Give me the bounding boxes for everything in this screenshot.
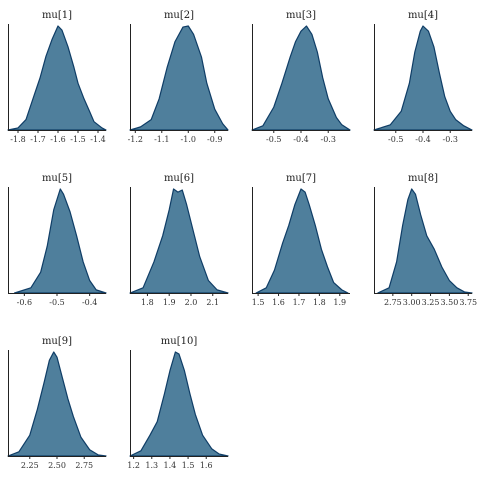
panel-2: mu[2] -1.2 -1.1 -1.0 -0.9	[128, 10, 229, 144]
x-tick-label: 1.7	[293, 298, 306, 307]
density-area	[129, 351, 229, 457]
x-tick-label: 2.25	[21, 461, 39, 470]
panel-title: mu[3]	[286, 10, 316, 21]
x-tick-label: -0.6	[17, 298, 32, 307]
panel-title: mu[4]	[408, 10, 438, 21]
x-tick-label: 1.6	[200, 461, 213, 470]
x-tick-label: 3.75	[459, 298, 477, 307]
panel-title: mu[5]	[42, 173, 72, 184]
x-tick-label: -0.9	[207, 135, 222, 144]
x-tick-label: -0.4	[293, 135, 308, 144]
x-tick-label: 1.4	[164, 461, 177, 470]
x-tick-label: -0.3	[321, 135, 336, 144]
x-tick-label: 3.00	[403, 298, 421, 307]
x-tick-label: -1.2	[128, 135, 143, 144]
panel-title: mu[6]	[164, 173, 194, 184]
x-tick-label: -1.4	[90, 135, 105, 144]
x-tick-label: -0.5	[266, 135, 281, 144]
x-tick-label: -1.6	[50, 135, 65, 144]
x-tick-label: 1.3	[145, 461, 158, 470]
panel-10: mu[10] 1.2 1.3 1.4 1.5 1.6	[127, 336, 229, 470]
panel-4: mu[4] -0.5 -0.4 -0.3	[373, 10, 473, 144]
x-tick-label: 2.1	[206, 298, 219, 307]
x-tick-label: -1.0	[181, 135, 196, 144]
x-tick-label: 1.9	[333, 298, 346, 307]
density-area	[373, 25, 473, 131]
x-tick-label: 1.5	[182, 461, 195, 470]
density-area	[13, 188, 107, 294]
density-area	[255, 188, 349, 294]
x-tick-label: 1.6	[272, 298, 285, 307]
panel-title: mu[7]	[286, 173, 316, 184]
x-tick-label: -1.1	[154, 135, 169, 144]
panel-title: mu[10]	[161, 336, 198, 347]
panel-6: mu[6] 1.8 1.9 2.0 2.1	[129, 173, 229, 307]
density-area	[129, 188, 229, 294]
x-tick-label: 1.8	[141, 298, 154, 307]
panel-1: mu[1] -1.8 -1.7 -1.6 -1.5 -1.4	[7, 10, 107, 144]
x-tick-label: -1.8	[10, 135, 25, 144]
x-tick-label: -0.5	[49, 298, 64, 307]
x-tick-label: -1.5	[70, 135, 85, 144]
x-tick-label: 3.50	[440, 298, 458, 307]
x-tick-label: 2.75	[75, 461, 93, 470]
panel-8: mu[8] 2.75 3.00 3.25 3.50 3.75	[374, 173, 477, 307]
panel-5: mu[5] -0.6 -0.5 -0.4	[8, 173, 107, 307]
x-tick-label: -0.5	[388, 135, 403, 144]
x-tick-label: -0.3	[443, 135, 458, 144]
x-tick-label: -1.7	[30, 135, 45, 144]
x-tick-label: 1.2	[127, 461, 140, 470]
panel-title: mu[8]	[408, 173, 438, 184]
x-tick-label: -0.4	[82, 298, 97, 307]
x-tick-label: 1.8	[313, 298, 326, 307]
density-area	[129, 25, 229, 131]
x-tick-label: 1.5	[252, 298, 265, 307]
panel-title: mu[9]	[42, 336, 72, 347]
x-tick-label: 2.0	[185, 298, 198, 307]
density-area	[7, 351, 107, 457]
x-tick-label: 1.9	[163, 298, 176, 307]
panel-9: mu[9] 2.25 2.50 2.75	[7, 336, 107, 470]
density-area	[7, 25, 107, 131]
density-area	[251, 25, 351, 131]
panel-3: mu[3] -0.5 -0.4 -0.3	[251, 10, 351, 144]
x-tick-label: 2.75	[384, 298, 402, 307]
panel-title: mu[2]	[164, 10, 194, 21]
panel-title: mu[1]	[42, 10, 72, 21]
x-tick-label: 2.50	[48, 461, 66, 470]
x-tick-label: -0.4	[415, 135, 430, 144]
panel-7: mu[7] 1.5 1.6 1.7 1.8 1.9	[252, 173, 350, 307]
density-area	[377, 188, 473, 294]
x-tick-label: 3.25	[422, 298, 440, 307]
